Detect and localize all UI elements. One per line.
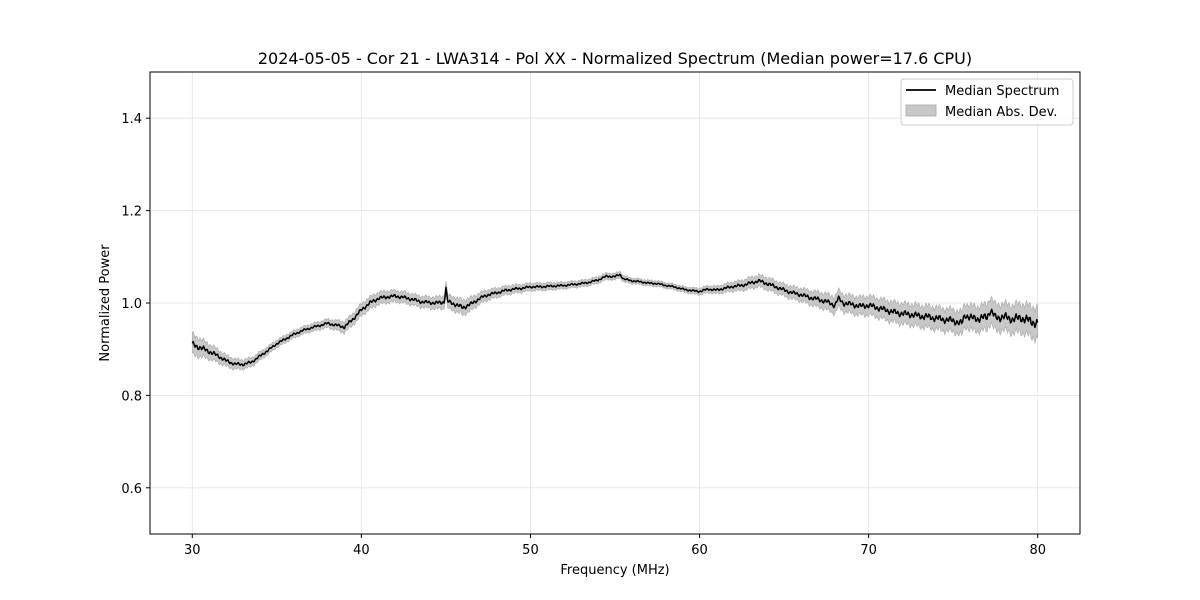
chart-title: 2024-05-05 - Cor 21 - LWA314 - Pol XX - …: [258, 49, 972, 68]
x-tick-label: 40: [353, 543, 370, 558]
x-tick-label: 80: [1029, 543, 1046, 558]
legend-mad-label: Median Abs. Dev.: [945, 105, 1057, 120]
x-tick-label: 70: [860, 543, 877, 558]
y-tick-label: 1.4: [121, 112, 142, 127]
x-tick-label: 30: [184, 543, 201, 558]
y-tick-label: 0.8: [121, 389, 142, 404]
y-axis-label: Normalized Power: [98, 244, 113, 362]
y-axis: 0.6 0.8 1.0 1.2 1.4: [121, 112, 150, 497]
x-tick-label: 60: [691, 543, 708, 558]
x-axis: 30 40 50 60 70 80: [184, 534, 1046, 558]
median-spectrum-line: [191, 273, 1039, 367]
x-tick-label: 50: [522, 543, 539, 558]
legend-mad-swatch: [905, 104, 937, 117]
mad-band: [191, 270, 1039, 371]
legend-median-label: Median Spectrum: [945, 84, 1059, 99]
legend: Median Spectrum Median Abs. Dev.: [900, 78, 1074, 126]
y-tick-label: 1.2: [121, 205, 142, 220]
x-axis-label: Frequency (MHz): [560, 563, 669, 578]
legend-box: [900, 78, 1074, 126]
y-tick-label: 0.6: [121, 482, 142, 497]
y-tick-label: 1.0: [121, 297, 142, 312]
